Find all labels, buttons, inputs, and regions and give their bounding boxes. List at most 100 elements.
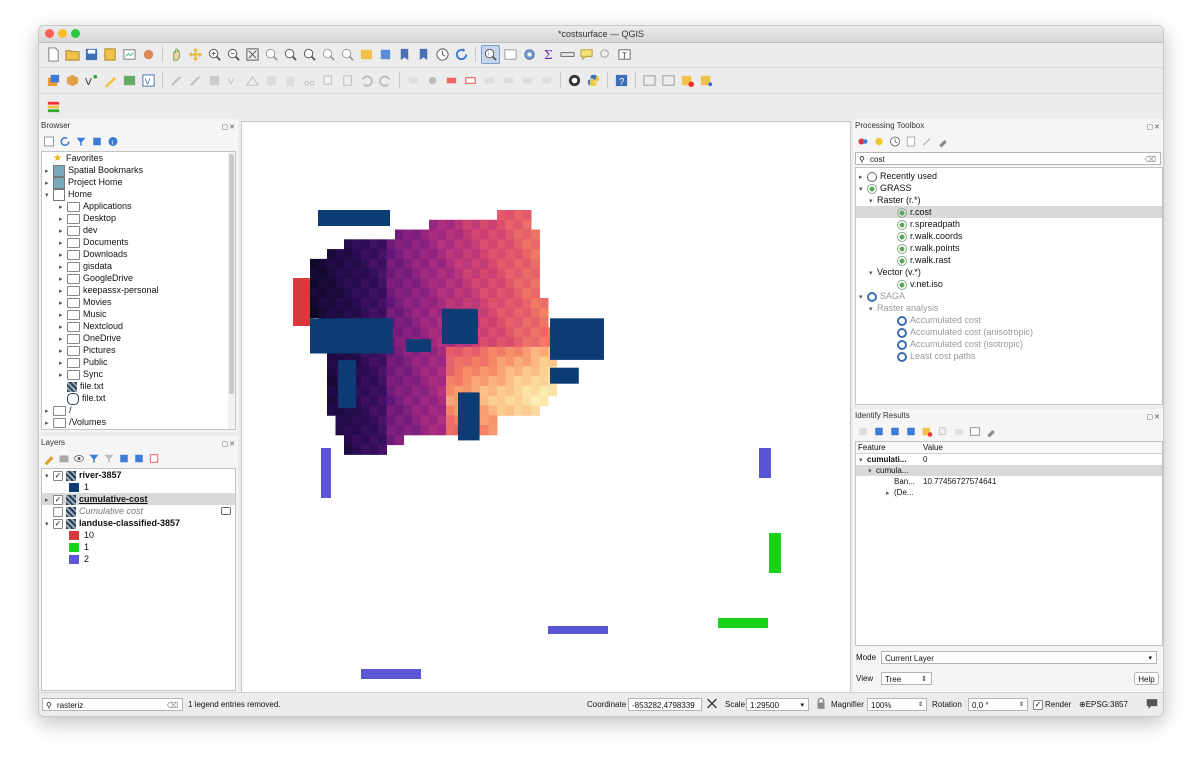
style-manager-icon[interactable] [140, 46, 157, 63]
browser-item[interactable]: ▸ Pictures [42, 344, 235, 356]
select-location-icon[interactable] [698, 72, 715, 89]
processing-toolbox-icon[interactable] [521, 46, 538, 63]
python-console-icon[interactable] [585, 72, 602, 89]
label-pin-icon[interactable] [424, 72, 441, 89]
browser-item[interactable]: ▸ Music [42, 308, 235, 320]
grass-tools-icon[interactable] [566, 72, 583, 89]
browser-item[interactable]: ▸ Sync [42, 368, 235, 380]
browser-item[interactable]: ▸ / [42, 404, 235, 416]
scale-select[interactable]: 1:29500 ▾ [746, 698, 809, 711]
chevron-right-icon[interactable]: ▸ [59, 252, 63, 259]
chevron-right-icon[interactable]: ▸ [59, 312, 63, 319]
layer-item[interactable]: Cumulative cost [42, 505, 235, 517]
results-viewer-icon[interactable] [905, 135, 917, 147]
identify-select-icon[interactable] [921, 425, 933, 437]
new-project-icon[interactable] [45, 46, 62, 63]
identify-settings-icon[interactable] [985, 425, 997, 437]
value-column-header[interactable]: Value [923, 443, 943, 452]
chevron-right-icon[interactable]: ▸ [59, 348, 63, 355]
toolbox-item[interactable]: r.cost [856, 206, 1162, 218]
view-select[interactable]: Tree ⇕ [881, 672, 932, 685]
toolbox-item[interactable]: v.net.iso [856, 278, 1162, 290]
refresh-icon[interactable] [453, 46, 470, 63]
map-tips-icon[interactable] [578, 46, 595, 63]
properties-info-icon[interactable]: i [107, 135, 119, 147]
zoom-native-icon[interactable] [301, 46, 318, 63]
bookmarks-icon[interactable] [415, 46, 432, 63]
toolbox-item[interactable]: r.walk.rast [856, 254, 1162, 266]
add-feature-icon[interactable]: V [225, 72, 242, 89]
clear-search-icon[interactable]: ⌫ [1144, 155, 1156, 164]
chevron-down-icon[interactable]: ▾ [45, 473, 49, 480]
layer-stack-icon[interactable] [45, 98, 62, 115]
toolbox-item[interactable]: r.walk.coords [856, 230, 1162, 242]
chevron-right-icon[interactable]: ▸ [59, 300, 63, 307]
save-project-icon[interactable] [83, 46, 100, 63]
vertex-tool-icon[interactable] [244, 72, 261, 89]
select-by-expression-icon[interactable] [679, 72, 696, 89]
toolbox-item[interactable]: ▸ Recently used [856, 170, 1162, 182]
remove-layer-icon[interactable] [148, 452, 160, 464]
filter-expression-icon[interactable] [103, 452, 115, 464]
label-rotate-icon[interactable] [500, 72, 517, 89]
messages-icon[interactable] [1145, 696, 1159, 710]
browser-item[interactable]: file.txt [42, 392, 235, 405]
zoom-layer-icon[interactable] [282, 46, 299, 63]
label-change-icon[interactable] [519, 72, 536, 89]
paste-features-icon[interactable] [339, 72, 356, 89]
chevron-right-icon[interactable]: ▸ [59, 264, 63, 271]
history-icon[interactable] [889, 135, 901, 147]
panel-float-close-icons[interactable]: ▢✕ [1146, 414, 1161, 421]
data-source-manager-icon[interactable] [45, 72, 62, 89]
layer-visibility-checkbox[interactable]: ✓ [53, 470, 63, 481]
chevron-down-icon[interactable]: ▾ [859, 294, 863, 301]
browser-item[interactable]: ▸ Movies [42, 296, 235, 308]
redo-icon[interactable] [377, 72, 394, 89]
rotation-spinbox[interactable]: 0,0 ° ⇕ [968, 698, 1028, 711]
mode-select[interactable]: Current Layer ▾ [881, 651, 1157, 664]
modify-attributes-icon[interactable] [263, 72, 280, 89]
chevron-right-icon[interactable]: ▸ [59, 372, 63, 379]
edit-features-in-place-icon[interactable] [921, 135, 933, 147]
zoom-window-button[interactable] [71, 29, 80, 38]
filter-legend-icon[interactable] [88, 452, 100, 464]
help-button[interactable]: Help [1134, 672, 1159, 685]
toolbox-search-input[interactable]: ⚲ cost ⌫ [855, 152, 1161, 165]
toolbox-item[interactable]: Least cost paths [856, 350, 1162, 362]
add-selected-icon[interactable] [43, 135, 55, 147]
chevron-right-icon[interactable]: ▸ [45, 408, 49, 415]
manage-visibility-icon[interactable] [73, 452, 85, 464]
pan-icon[interactable] [168, 46, 185, 63]
models-icon[interactable] [857, 135, 869, 147]
label-diagram-icon[interactable] [538, 72, 555, 89]
chevron-right-icon[interactable]: ▸ [859, 174, 863, 181]
toolbox-item[interactable]: ▾ Raster (r.*) [856, 194, 1162, 206]
spin-arrows-icon[interactable]: ⇕ [1018, 702, 1024, 708]
locator-search-input[interactable]: ⚲ rasteriz ⌫ [42, 698, 183, 711]
feature-column-header[interactable]: Feature [858, 443, 886, 452]
chevron-down-icon[interactable]: ▾ [45, 521, 49, 528]
temporal-controller-icon[interactable] [434, 46, 451, 63]
browser-item[interactable]: ▸ OneDrive [42, 332, 235, 344]
layer-visibility-checkbox[interactable] [53, 506, 63, 517]
chevron-down-icon[interactable]: ▾ [859, 457, 863, 464]
chevron-right-icon[interactable]: ▸ [59, 324, 63, 331]
identify-collapse-icon[interactable] [905, 425, 917, 437]
minimize-window-button[interactable] [58, 29, 67, 38]
toolbox-item[interactable]: Accumulated cost (isotropic) [856, 338, 1162, 350]
embedded-widget-icon[interactable] [221, 507, 231, 515]
crs-button[interactable]: ⊕EPSG:3857 [1079, 700, 1128, 709]
layer-item[interactable]: ▸ ✓ cumulative-cost [42, 493, 235, 505]
browser-item[interactable]: ▸ GoogleDrive [42, 272, 235, 284]
layer-visibility-checkbox[interactable]: ✓ [53, 494, 63, 505]
toolbox-item[interactable]: Accumulated cost (anisotropic) [856, 326, 1162, 338]
new-map-view-icon[interactable] [358, 46, 375, 63]
chevron-right-icon[interactable]: ▸ [59, 360, 63, 367]
zoom-next-icon[interactable] [339, 46, 356, 63]
identify-collapse-all-icon[interactable] [889, 425, 901, 437]
chevron-down-icon[interactable]: ▾ [869, 306, 873, 313]
new-geopackage-icon[interactable] [64, 72, 81, 89]
save-as-icon[interactable] [102, 46, 119, 63]
collapse-all-icon[interactable] [91, 135, 103, 147]
identify-mode-icon[interactable] [969, 425, 981, 437]
